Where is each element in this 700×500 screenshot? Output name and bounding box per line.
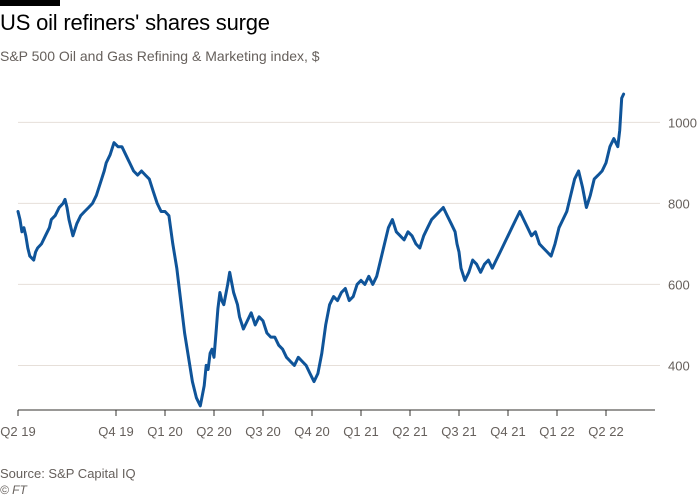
y-tick-label-1000: 1000 bbox=[668, 115, 697, 130]
x-tick-label-5: Q4 20 bbox=[294, 424, 329, 439]
x-tick-label-1: Q4 19 bbox=[98, 424, 133, 439]
line-chart: 400 600 800 1000 Q2 19 Q4 19 Q1 20 Q2 20 Q3 20 Q4… bbox=[0, 92, 697, 439]
x-tick-label-8: Q3 21 bbox=[441, 424, 476, 439]
x-tick-label-6: Q1 21 bbox=[343, 424, 378, 439]
x-tick-label-9: Q4 21 bbox=[490, 424, 525, 439]
series-line-0 bbox=[16, 92, 626, 408]
brand-bar bbox=[0, 0, 60, 6]
ft-credit: © FT bbox=[0, 483, 27, 497]
chart-subtitle: S&P 500 Oil and Gas Refining & Marketing… bbox=[0, 48, 320, 64]
y-tick-label-400: 400 bbox=[668, 358, 690, 373]
x-tick-label-4: Q3 20 bbox=[245, 424, 280, 439]
chart-title: US oil refiners' shares surge bbox=[0, 10, 270, 35]
y-tick-label-600: 600 bbox=[668, 277, 690, 292]
x-tick-label-7: Q2 21 bbox=[392, 424, 427, 439]
x-tick-label-11: Q2 22 bbox=[588, 424, 623, 439]
x-tick-label-3: Q2 20 bbox=[196, 424, 231, 439]
y-tick-label-800: 800 bbox=[668, 196, 690, 211]
x-tick-label-10: Q1 22 bbox=[539, 424, 574, 439]
x-tick-label-0: Q2 19 bbox=[0, 424, 35, 439]
source-note: Source: S&P Capital IQ bbox=[0, 466, 136, 481]
x-tick-label-2: Q1 20 bbox=[147, 424, 182, 439]
